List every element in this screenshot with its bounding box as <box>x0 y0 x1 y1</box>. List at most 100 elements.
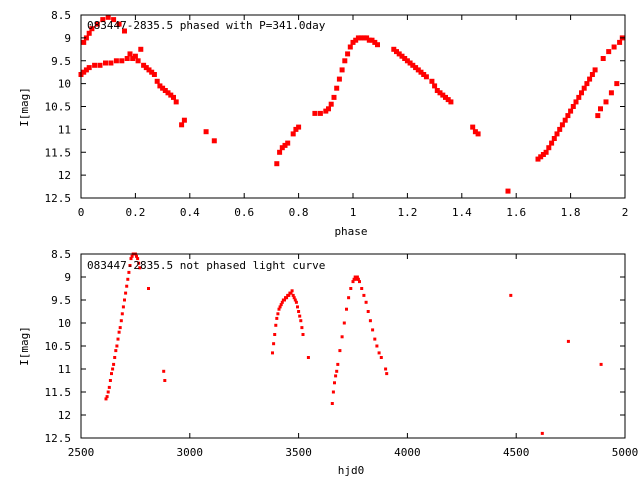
phased-data-point <box>505 188 511 194</box>
unphased-data-point <box>271 351 274 355</box>
phased-data-point <box>285 140 291 146</box>
phased-data-point <box>81 39 87 45</box>
unphased-data-point <box>129 257 133 261</box>
phased-data-point <box>83 35 89 41</box>
phased-data-point <box>394 49 399 55</box>
phased-data-point <box>274 161 280 167</box>
unphased-data-point <box>352 277 356 281</box>
phased-x-tick-label: 0 <box>78 206 85 219</box>
unphased-data-point <box>351 280 355 284</box>
unphased-data-point <box>349 287 353 290</box>
unphased-data-point <box>130 254 134 258</box>
phased-data-point <box>296 124 302 130</box>
phased-data-point <box>323 108 329 114</box>
unphased-x-tick-label: 3500 <box>285 446 312 459</box>
phased-data-point <box>557 126 563 132</box>
phased-data-point <box>551 136 557 141</box>
unphased-data-point <box>358 280 361 284</box>
unphased-data-point <box>110 372 113 376</box>
phased-y-tick-label: 11.5 <box>45 146 72 159</box>
phased-data-point <box>573 99 579 105</box>
phased-data-point <box>141 62 147 68</box>
phased-data-point <box>328 101 334 107</box>
phased-data-point <box>103 60 108 66</box>
unphased-data-point <box>364 300 368 304</box>
phased-data-point <box>565 113 571 119</box>
phased-data-point <box>171 94 176 100</box>
phased-data-point <box>445 97 451 103</box>
phased-data-point <box>124 56 130 61</box>
phased-data-point <box>143 65 149 71</box>
phased-data-point <box>279 145 285 151</box>
phased-data-point <box>570 104 576 109</box>
phased-data-point <box>108 60 114 66</box>
unphased-data-point <box>356 277 360 281</box>
phased-data-point <box>345 51 351 57</box>
unphased-data-point <box>379 356 383 359</box>
phased-data-point <box>86 30 92 36</box>
phased-data-point <box>146 67 152 73</box>
unphased-data-points <box>104 252 603 435</box>
phased-data-point <box>581 85 587 91</box>
phased-data-point <box>432 83 438 89</box>
phased-data-point <box>443 94 448 100</box>
unphased-data-point <box>119 319 123 323</box>
phased-data-point <box>402 56 408 61</box>
unphased-x-tick-label: 4500 <box>503 446 530 459</box>
phased-data-point <box>579 90 584 96</box>
unphased-data-point <box>293 298 297 302</box>
unphased-data-point <box>118 326 122 330</box>
phased-data-point <box>606 49 612 55</box>
phased-data-point <box>157 83 163 89</box>
phased-data-point <box>421 72 427 77</box>
unphased-data-point <box>137 261 141 265</box>
phased-data-point <box>407 60 413 66</box>
phased-data-point <box>358 35 364 41</box>
phased-y-tick-label: 12 <box>58 169 71 182</box>
phased-data-point <box>576 94 582 100</box>
unphased-light-curve-chart: 2500 3000 3500 4000 4500 5000 8.5 9 9.5 10 10.5 11 1… <box>18 248 638 477</box>
unphased-data-point <box>117 330 121 334</box>
unphased-data-point <box>162 369 166 373</box>
phased-data-point <box>440 92 446 98</box>
phased-data-point <box>559 122 565 128</box>
unphased-data-point <box>135 254 138 258</box>
phased-data-points <box>78 14 625 194</box>
phased-data-point <box>410 62 416 68</box>
phased-data-point <box>312 110 318 116</box>
phased-data-point <box>418 69 424 75</box>
unphased-data-point <box>278 305 282 309</box>
phased-data-point <box>138 46 144 52</box>
unphased-data-point <box>120 312 124 316</box>
phased-data-point <box>543 149 549 155</box>
unphased-data-point <box>384 367 388 371</box>
phased-data-point <box>111 17 117 23</box>
phased-data-point <box>347 44 353 50</box>
phased-data-point <box>165 90 171 96</box>
unphased-data-point <box>285 296 289 300</box>
unphased-data-point <box>127 270 131 274</box>
phased-data-point <box>589 72 595 77</box>
unphased-data-point <box>138 266 142 270</box>
unphased-data-point <box>296 305 299 309</box>
unphased-y-tick-label: 9.5 <box>51 294 71 307</box>
phased-data-point <box>614 81 620 87</box>
unphased-data-point <box>283 298 286 302</box>
phased-data-point <box>97 62 103 68</box>
unphased-x-tick-label: 4000 <box>394 446 421 459</box>
phased-data-point <box>94 21 100 27</box>
phased-data-point <box>415 67 421 73</box>
phased-y-tick-label: 9.5 <box>51 55 71 68</box>
unphased-data-point <box>114 349 118 353</box>
phased-x-tick-label: 1.8 <box>561 206 581 219</box>
unphased-data-point <box>112 362 116 366</box>
unphased-axes: 2500 3000 3500 4000 4500 5000 8.5 9 9.5 10 10.5 11 1… <box>45 248 639 459</box>
unphased-data-point <box>342 321 346 325</box>
phased-data-point <box>89 26 95 32</box>
unphased-data-point <box>125 284 129 288</box>
phased-data-point <box>366 37 372 43</box>
phased-data-point <box>470 124 476 130</box>
phased-data-point <box>375 42 380 48</box>
phased-data-point <box>119 58 125 64</box>
phased-data-point <box>179 122 185 128</box>
